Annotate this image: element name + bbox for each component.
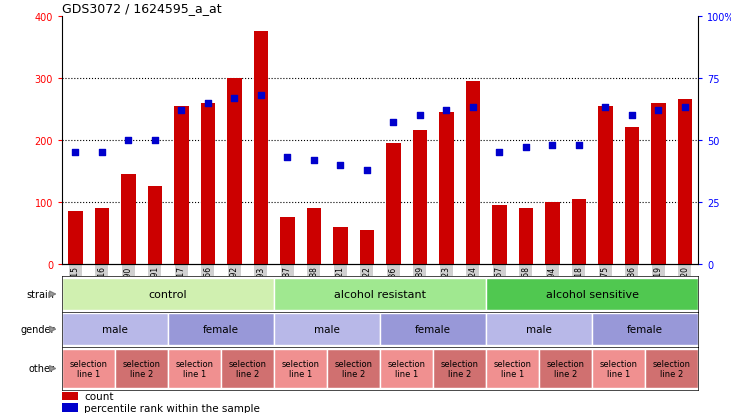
Bar — [572, 199, 586, 264]
Bar — [327, 349, 380, 388]
Text: alcohol sensitive: alcohol sensitive — [545, 289, 639, 299]
Text: selection
line 1: selection line 1 — [281, 359, 319, 378]
Text: selection
line 1: selection line 1 — [493, 359, 531, 378]
Bar — [466, 82, 480, 264]
Point — [175, 107, 187, 114]
Point — [255, 93, 267, 99]
Point — [467, 105, 479, 112]
Text: GDS3072 / 1624595_a_at: GDS3072 / 1624595_a_at — [62, 2, 221, 15]
Bar — [518, 209, 533, 264]
Bar — [486, 349, 539, 388]
Point — [149, 137, 161, 144]
Bar — [545, 202, 560, 264]
Bar — [624, 128, 639, 264]
Bar — [333, 227, 348, 264]
Text: selection
line 1: selection line 1 — [69, 359, 107, 378]
Bar — [486, 313, 592, 345]
Text: gender: gender — [20, 324, 55, 335]
Bar — [386, 143, 401, 264]
Text: control: control — [149, 289, 187, 299]
Bar — [221, 349, 274, 388]
Bar — [121, 174, 136, 264]
Point — [441, 107, 452, 114]
Bar — [168, 313, 274, 345]
Bar — [62, 403, 78, 412]
Bar — [94, 209, 109, 264]
Bar — [486, 278, 698, 310]
Bar — [200, 103, 215, 264]
Bar — [380, 313, 486, 345]
Bar — [678, 100, 692, 264]
Point — [335, 162, 346, 169]
Bar — [274, 278, 486, 310]
Text: female: female — [627, 324, 663, 335]
Bar — [592, 313, 698, 345]
Text: count: count — [84, 391, 114, 401]
Point — [123, 137, 135, 144]
Bar — [62, 278, 274, 310]
Bar — [62, 392, 78, 401]
Point — [229, 95, 240, 102]
Point — [281, 154, 293, 161]
Point — [520, 145, 531, 151]
Point — [69, 150, 81, 156]
Bar — [62, 313, 168, 345]
Point — [202, 100, 213, 107]
Bar — [433, 349, 486, 388]
Text: selection
line 1: selection line 1 — [175, 359, 213, 378]
Bar — [254, 32, 268, 264]
Text: selection
line 2: selection line 2 — [229, 359, 267, 378]
Bar — [539, 349, 592, 388]
Bar — [174, 106, 189, 264]
Text: female: female — [203, 324, 239, 335]
Bar — [280, 218, 295, 264]
Text: selection
line 1: selection line 1 — [387, 359, 425, 378]
Text: selection
line 2: selection line 2 — [547, 359, 585, 378]
Bar — [380, 349, 433, 388]
Text: male: male — [526, 324, 552, 335]
Point — [626, 112, 637, 119]
Point — [387, 120, 399, 126]
Bar — [439, 113, 454, 264]
Bar — [115, 349, 168, 388]
Bar — [360, 230, 374, 264]
Text: selection
line 2: selection line 2 — [441, 359, 479, 378]
Text: male: male — [102, 324, 128, 335]
Bar — [412, 131, 427, 264]
Point — [308, 157, 319, 164]
Point — [361, 167, 373, 173]
Bar — [492, 206, 507, 264]
Text: other: other — [29, 363, 55, 374]
Text: selection
line 2: selection line 2 — [653, 359, 691, 378]
Bar — [68, 211, 83, 264]
Bar — [62, 349, 115, 388]
Point — [547, 142, 558, 149]
Point — [493, 150, 505, 156]
Bar — [168, 349, 221, 388]
Bar — [306, 209, 321, 264]
Bar — [645, 349, 698, 388]
Text: selection
line 2: selection line 2 — [335, 359, 373, 378]
Text: selection
line 1: selection line 1 — [599, 359, 637, 378]
Point — [414, 112, 425, 119]
Text: selection
line 2: selection line 2 — [123, 359, 161, 378]
Bar — [598, 106, 613, 264]
Bar — [274, 349, 327, 388]
Point — [679, 105, 691, 112]
Point — [599, 105, 611, 112]
Bar — [651, 103, 666, 264]
Point — [653, 107, 664, 114]
Text: female: female — [415, 324, 451, 335]
Text: male: male — [314, 324, 340, 335]
Bar — [274, 313, 380, 345]
Bar — [227, 78, 242, 264]
Bar — [148, 187, 162, 264]
Point — [573, 142, 585, 149]
Text: percentile rank within the sample: percentile rank within the sample — [84, 403, 260, 413]
Text: alcohol resistant: alcohol resistant — [334, 289, 426, 299]
Text: strain: strain — [26, 289, 55, 299]
Point — [96, 150, 107, 156]
Bar — [592, 349, 645, 388]
